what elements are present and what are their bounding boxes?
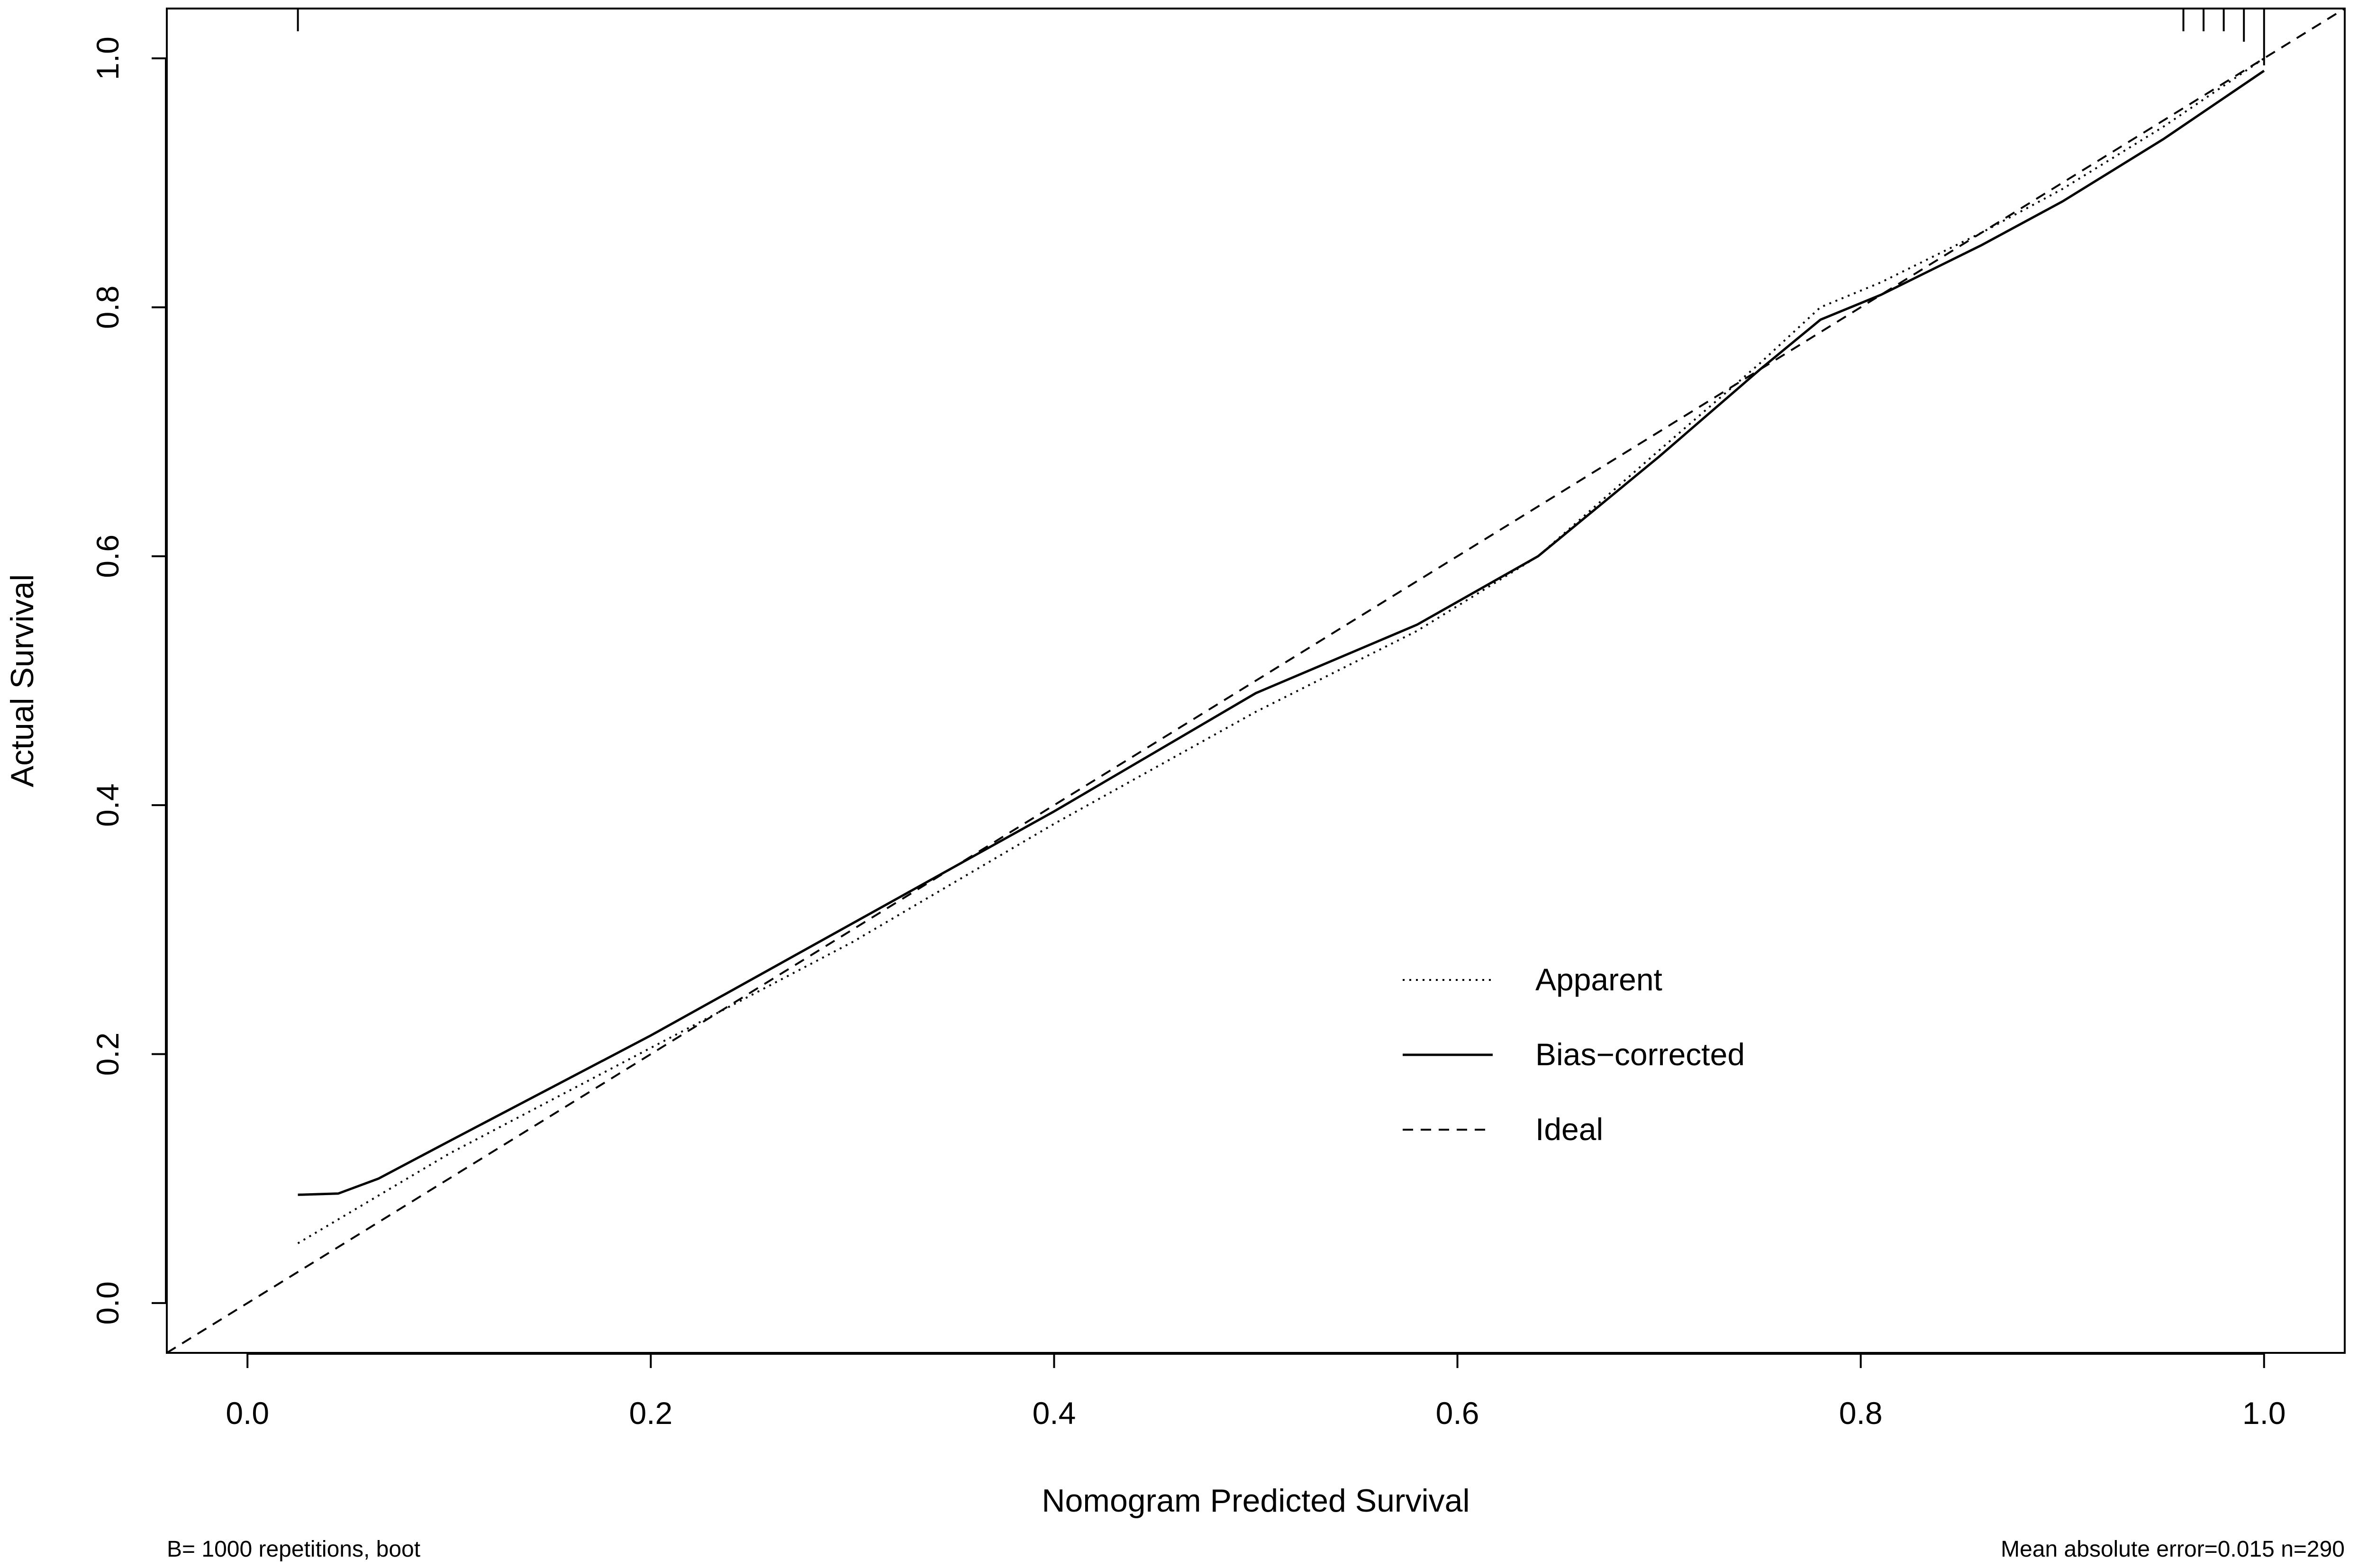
y-tick-label: 0.0 — [90, 1281, 125, 1325]
x-axis-label: Nomogram Predicted Survival — [1042, 1483, 1469, 1519]
series-line-dashed — [167, 9, 2345, 1353]
footnote-repetitions: B= 1000 repetitions, boot — [167, 1537, 420, 1562]
legend-label: Ideal — [1535, 1112, 1603, 1147]
x-tick-label: 0.2 — [629, 1396, 672, 1431]
footnote-mean-absolute-error: Mean absolute error=0.015 n=290 — [2001, 1537, 2345, 1562]
series-line-solid — [298, 70, 2265, 1196]
x-tick-label: 0.4 — [1033, 1396, 1076, 1431]
x-tick-label: 0.6 — [1436, 1396, 1479, 1431]
y-axis-label: Actual Survival — [4, 574, 40, 788]
x-tick-label: 0.8 — [1839, 1396, 1883, 1431]
x-tick-label: 0.0 — [226, 1396, 269, 1431]
y-tick-label: 0.4 — [90, 783, 125, 827]
legend-label: Bias−corrected — [1535, 1037, 1745, 1072]
y-tick-label: 0.6 — [90, 535, 125, 578]
x-tick-label: 1.0 — [2242, 1396, 2286, 1431]
y-tick-label: 0.8 — [90, 286, 125, 329]
series-line-dotted — [297, 57, 2265, 1244]
y-tick-label: 1.0 — [90, 36, 125, 80]
legend-label: Apparent — [1535, 962, 1662, 997]
y-tick-label: 0.2 — [90, 1033, 125, 1076]
